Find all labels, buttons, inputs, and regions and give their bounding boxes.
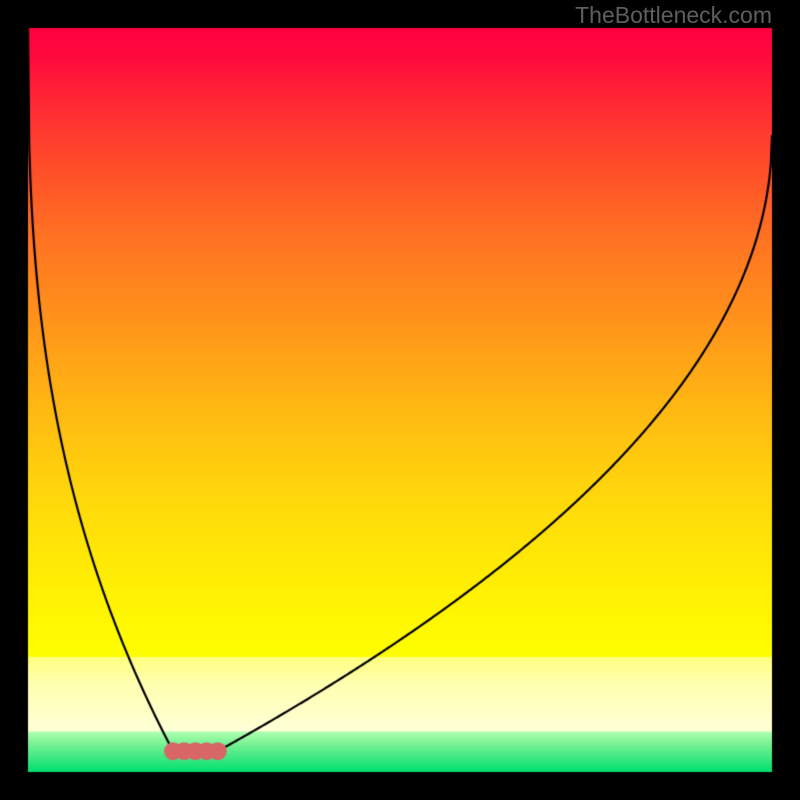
chart-stage: TheBottleneck.com [0,0,800,800]
bottleneck-curve-chart [0,0,800,800]
